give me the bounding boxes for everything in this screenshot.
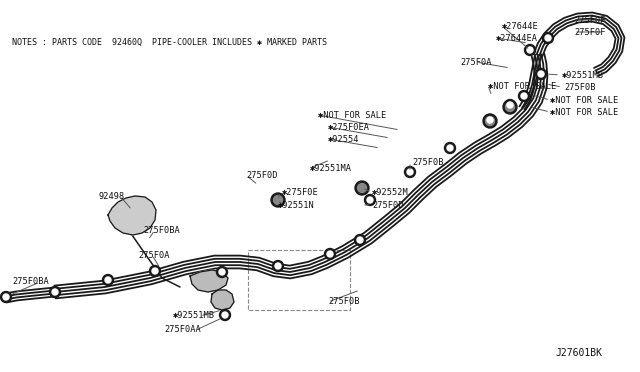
Circle shape bbox=[527, 47, 533, 53]
Circle shape bbox=[273, 260, 284, 272]
Circle shape bbox=[487, 117, 493, 123]
Text: ✱NOT FOR SALE: ✱NOT FOR SALE bbox=[550, 96, 618, 105]
Circle shape bbox=[355, 234, 365, 246]
Text: 275F0B: 275F0B bbox=[564, 83, 595, 92]
Circle shape bbox=[445, 142, 456, 154]
Circle shape bbox=[447, 145, 453, 151]
Text: 275F0B: 275F0B bbox=[328, 298, 360, 307]
Circle shape bbox=[536, 68, 547, 80]
Circle shape bbox=[105, 277, 111, 283]
Text: 275F0A: 275F0A bbox=[138, 250, 170, 260]
Circle shape bbox=[220, 310, 230, 321]
Circle shape bbox=[521, 93, 527, 99]
Circle shape bbox=[486, 116, 495, 125]
Circle shape bbox=[3, 294, 9, 300]
Circle shape bbox=[543, 32, 554, 44]
Circle shape bbox=[327, 251, 333, 257]
Circle shape bbox=[483, 114, 497, 128]
Text: 275F0D: 275F0D bbox=[372, 201, 403, 209]
Text: ✱NOT FOR SALE: ✱NOT FOR SALE bbox=[318, 110, 387, 119]
Circle shape bbox=[504, 99, 515, 110]
Circle shape bbox=[367, 197, 373, 203]
Circle shape bbox=[152, 268, 158, 274]
Circle shape bbox=[271, 193, 285, 207]
Polygon shape bbox=[108, 196, 156, 235]
Polygon shape bbox=[211, 290, 234, 310]
Text: ✱92551MB: ✱92551MB bbox=[173, 311, 215, 321]
Circle shape bbox=[407, 169, 413, 175]
Circle shape bbox=[222, 312, 228, 318]
Polygon shape bbox=[190, 270, 228, 292]
Text: ✱NOT FOR SALE: ✱NOT FOR SALE bbox=[550, 108, 618, 116]
Circle shape bbox=[503, 100, 517, 114]
Circle shape bbox=[102, 275, 113, 285]
Text: 92498: 92498 bbox=[98, 192, 124, 201]
Text: ✱27644EA: ✱27644EA bbox=[496, 33, 538, 42]
Text: J27601BK: J27601BK bbox=[555, 348, 602, 358]
Circle shape bbox=[49, 286, 61, 298]
Circle shape bbox=[357, 237, 363, 243]
Text: ✱NOT FOR SALE: ✱NOT FOR SALE bbox=[488, 81, 556, 90]
Circle shape bbox=[404, 167, 415, 177]
Circle shape bbox=[216, 266, 227, 278]
Text: ✱92551N: ✱92551N bbox=[278, 201, 315, 209]
Text: ✱275F0EA: ✱275F0EA bbox=[328, 122, 370, 131]
Text: 275F0BA: 275F0BA bbox=[143, 225, 180, 234]
Text: 275F0F: 275F0F bbox=[574, 28, 605, 36]
Text: 275F0A: 275F0A bbox=[460, 58, 492, 67]
Circle shape bbox=[507, 102, 513, 108]
Circle shape bbox=[538, 71, 544, 77]
Text: ✱275F0E: ✱275F0E bbox=[282, 187, 319, 196]
Circle shape bbox=[273, 196, 282, 205]
Text: NOTES : PARTS CODE  92460Q  PIPE-COOLER INCLUDES ✱ MARKED PARTS: NOTES : PARTS CODE 92460Q PIPE-COOLER IN… bbox=[12, 38, 327, 47]
Circle shape bbox=[525, 45, 536, 55]
Circle shape bbox=[52, 289, 58, 295]
Circle shape bbox=[365, 195, 376, 205]
Circle shape bbox=[324, 248, 335, 260]
Text: 275F0F: 275F0F bbox=[574, 16, 605, 25]
Circle shape bbox=[275, 263, 281, 269]
Text: ✱92551MB: ✱92551MB bbox=[562, 71, 604, 80]
Text: ✱92551MA: ✱92551MA bbox=[310, 164, 352, 173]
Circle shape bbox=[1, 292, 12, 302]
Circle shape bbox=[484, 115, 495, 125]
Text: 275F0B: 275F0B bbox=[412, 157, 444, 167]
Text: ✱27644E: ✱27644E bbox=[502, 22, 539, 31]
Circle shape bbox=[545, 35, 551, 41]
Text: 275F0BA: 275F0BA bbox=[12, 278, 49, 286]
Text: 275F0D: 275F0D bbox=[246, 170, 278, 180]
Text: ✱92554: ✱92554 bbox=[328, 135, 360, 144]
Text: ✱92552M: ✱92552M bbox=[372, 187, 409, 196]
Circle shape bbox=[150, 266, 161, 276]
Circle shape bbox=[355, 181, 369, 195]
Text: 275F0AA: 275F0AA bbox=[164, 326, 201, 334]
Circle shape bbox=[518, 90, 529, 102]
Circle shape bbox=[358, 183, 367, 192]
Circle shape bbox=[506, 103, 515, 112]
Circle shape bbox=[219, 269, 225, 275]
